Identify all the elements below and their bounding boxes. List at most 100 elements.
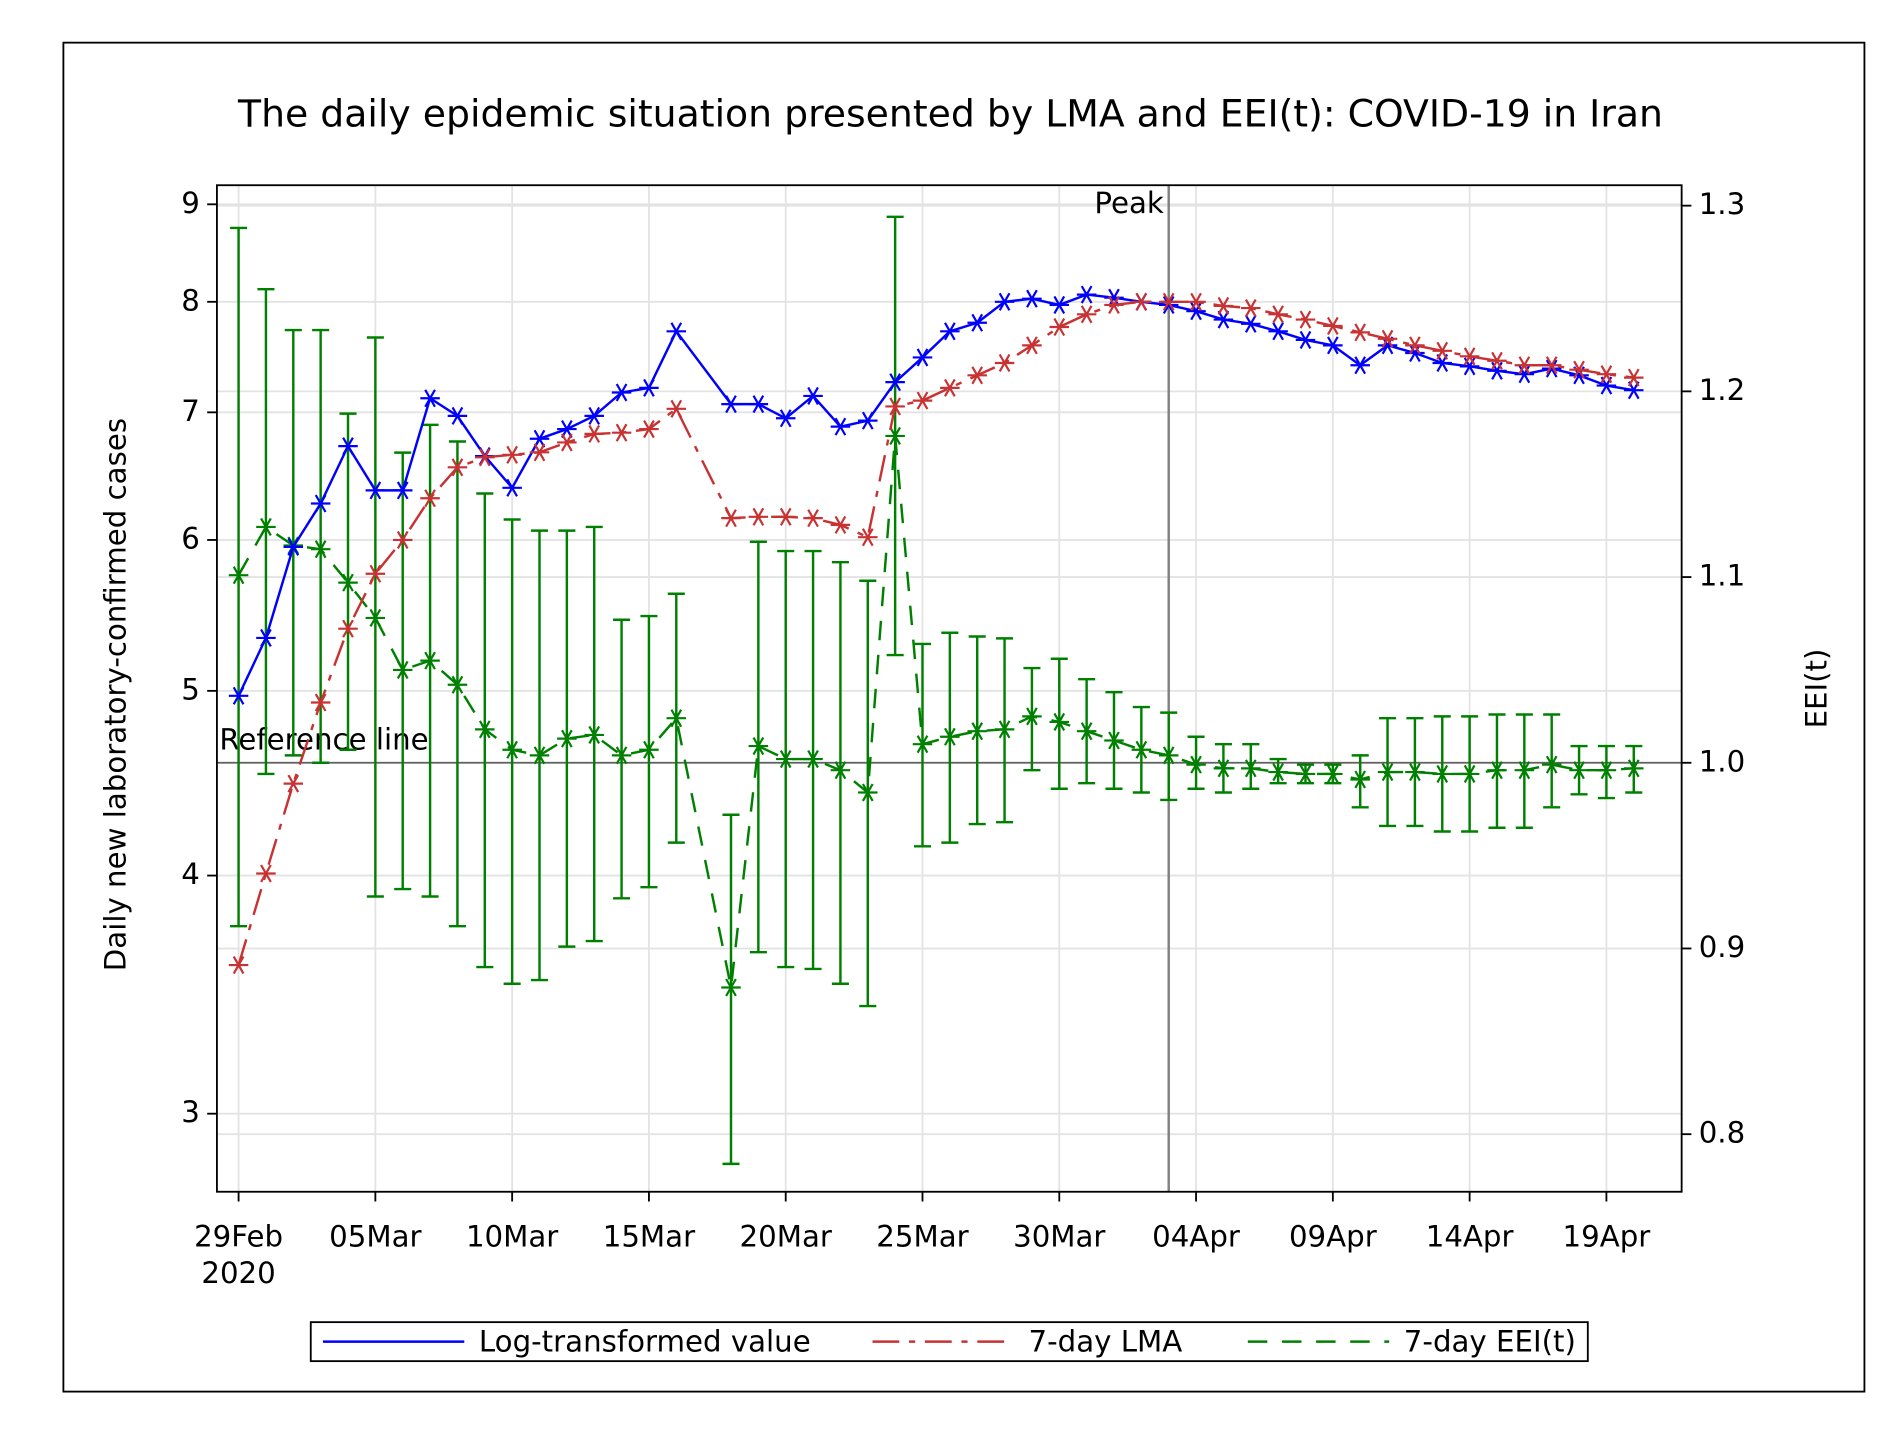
point-marker <box>1596 365 1617 384</box>
point-marker <box>447 406 468 425</box>
point-marker <box>1459 347 1480 366</box>
point-marker <box>1541 755 1562 774</box>
point-marker <box>420 651 440 670</box>
point-marker <box>1541 356 1562 375</box>
point-marker <box>1323 316 1343 335</box>
series-line <box>237 300 1634 966</box>
point-marker <box>748 737 769 756</box>
legend-label: 7-day EEI(t) <box>1404 1324 1576 1358</box>
point-marker <box>392 660 413 679</box>
y2-tick-label: 1.1 <box>1699 559 1746 593</box>
point-marker <box>885 397 905 416</box>
point-marker <box>502 740 522 759</box>
point-marker <box>666 709 687 728</box>
legend-label: 7-day LMA <box>1028 1324 1182 1358</box>
point-marker <box>858 783 878 802</box>
point-marker <box>1131 292 1152 311</box>
point-marker <box>1569 360 1589 379</box>
x-tick-year: 2020 <box>201 1256 275 1290</box>
y2-tick-label: 1.2 <box>1699 373 1746 407</box>
x-tick-label: 30Mar <box>1013 1220 1106 1254</box>
point-marker <box>365 608 386 627</box>
point-marker <box>1131 740 1152 759</box>
point-marker <box>830 417 851 436</box>
point-marker <box>1624 381 1644 400</box>
point-marker <box>529 443 550 462</box>
point-marker <box>830 761 851 780</box>
y2-axis-label: EEI(t) <box>1800 649 1834 729</box>
point-marker <box>1514 761 1535 780</box>
y-tick-label: 5 <box>181 672 200 706</box>
point-marker <box>557 420 577 439</box>
point-marker <box>1268 305 1288 324</box>
point-marker <box>584 406 604 425</box>
chart-title: The daily epidemic situation presented b… <box>237 91 1663 135</box>
point-marker <box>338 437 358 456</box>
point-marker <box>1104 295 1124 314</box>
point-marker <box>1405 763 1425 782</box>
point-marker <box>1268 763 1288 782</box>
point-marker <box>228 686 249 705</box>
point-marker <box>1104 731 1124 750</box>
point-marker <box>1295 310 1316 329</box>
y2-tick-label: 0.9 <box>1699 930 1746 964</box>
point-marker <box>775 750 796 769</box>
point-marker <box>228 566 249 585</box>
x-tick-label: 19Apr <box>1563 1220 1652 1254</box>
point-marker <box>1022 707 1042 726</box>
point-marker <box>1022 336 1042 355</box>
reference-label: Reference line <box>219 722 428 756</box>
y-tick-label: 6 <box>181 521 200 555</box>
y-axis-label: Daily new laboratory-confirmed cases <box>99 418 133 971</box>
point-marker <box>1186 755 1206 774</box>
x-tick-label: 09Apr <box>1289 1220 1378 1254</box>
point-marker <box>775 507 796 526</box>
point-marker <box>748 395 769 414</box>
point-marker <box>1624 368 1644 387</box>
point-marker <box>502 445 522 464</box>
point-marker <box>502 478 522 497</box>
point-marker <box>803 750 823 769</box>
point-marker <box>1049 712 1070 731</box>
point-marker <box>1323 764 1343 783</box>
point-marker <box>1186 292 1206 311</box>
point-marker <box>940 727 960 746</box>
point-marker <box>1213 759 1234 778</box>
y2-tick-label: 1.3 <box>1699 187 1746 221</box>
point-marker <box>858 411 878 430</box>
point-marker <box>1158 746 1179 765</box>
x-tick-label: 05Mar <box>329 1220 422 1254</box>
point-marker <box>1241 314 1261 333</box>
point-marker <box>775 409 796 428</box>
point-marker <box>912 348 933 367</box>
point-marker <box>475 448 495 467</box>
x-tick-label: 14Apr <box>1426 1220 1515 1254</box>
point-marker <box>721 395 741 414</box>
point-marker <box>885 373 905 392</box>
point-marker <box>283 537 304 556</box>
x-tick-label: 15Mar <box>603 1220 696 1254</box>
point-marker <box>557 433 577 452</box>
point-marker <box>967 366 987 385</box>
point-marker <box>666 322 687 341</box>
point-marker <box>994 353 1015 373</box>
point-marker <box>228 956 249 975</box>
y-tick-label: 4 <box>181 857 200 891</box>
point-marker <box>310 693 331 712</box>
x-tick-label: 04Apr <box>1152 1220 1241 1254</box>
point-marker <box>447 675 468 694</box>
point-marker <box>940 378 960 397</box>
point-marker <box>1487 351 1507 370</box>
point-marker <box>310 494 331 513</box>
point-marker <box>529 429 550 448</box>
point-marker <box>721 978 741 997</box>
point-marker <box>858 528 878 547</box>
y-tick-label: 8 <box>181 283 200 317</box>
point-marker <box>967 722 987 741</box>
point-marker <box>885 426 905 445</box>
point-marker <box>666 399 687 418</box>
point-marker <box>392 530 413 549</box>
point-marker <box>475 720 495 739</box>
series-line <box>237 435 1634 988</box>
